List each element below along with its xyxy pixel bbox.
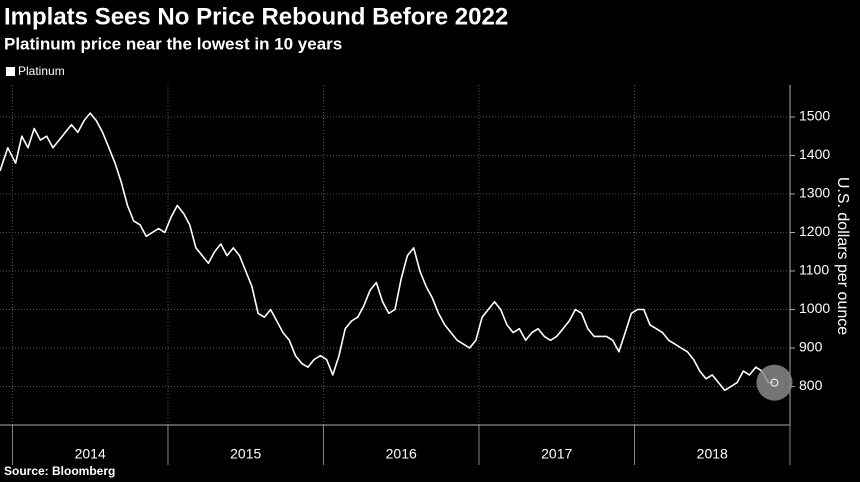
y-tick-label: 900 — [799, 339, 823, 355]
y-tick-label: 1200 — [799, 223, 830, 239]
y-tick-label: 1100 — [799, 262, 829, 278]
highlight-halo — [756, 364, 793, 401]
y-axis-title: U.S. dollars per ounce — [834, 177, 851, 335]
x-tick-label: 2016 — [386, 446, 417, 462]
y-tick-label: 1400 — [799, 146, 830, 162]
last-point — [770, 378, 779, 387]
y-tick-label: 1500 — [799, 108, 830, 124]
source: Source: Bloomberg — [4, 464, 115, 478]
y-tick-label: 800 — [799, 377, 823, 393]
x-tick-label: 2014 — [75, 446, 106, 462]
chart-subtitle: Platinum price near the lowest in 10 yea… — [4, 34, 342, 53]
x-tick-label: 2017 — [541, 446, 572, 462]
legend-swatch — [6, 67, 15, 76]
chart-title: Implats Sees No Price Rebound Before 202… — [4, 3, 508, 30]
legend-label: Platinum — [18, 64, 65, 78]
y-tick-label: 1300 — [799, 185, 830, 201]
price-line — [0, 112, 775, 392]
y-tick-label: 1000 — [799, 300, 830, 316]
x-tick-label: 2015 — [230, 446, 261, 462]
x-tick-label: 2018 — [697, 446, 728, 462]
